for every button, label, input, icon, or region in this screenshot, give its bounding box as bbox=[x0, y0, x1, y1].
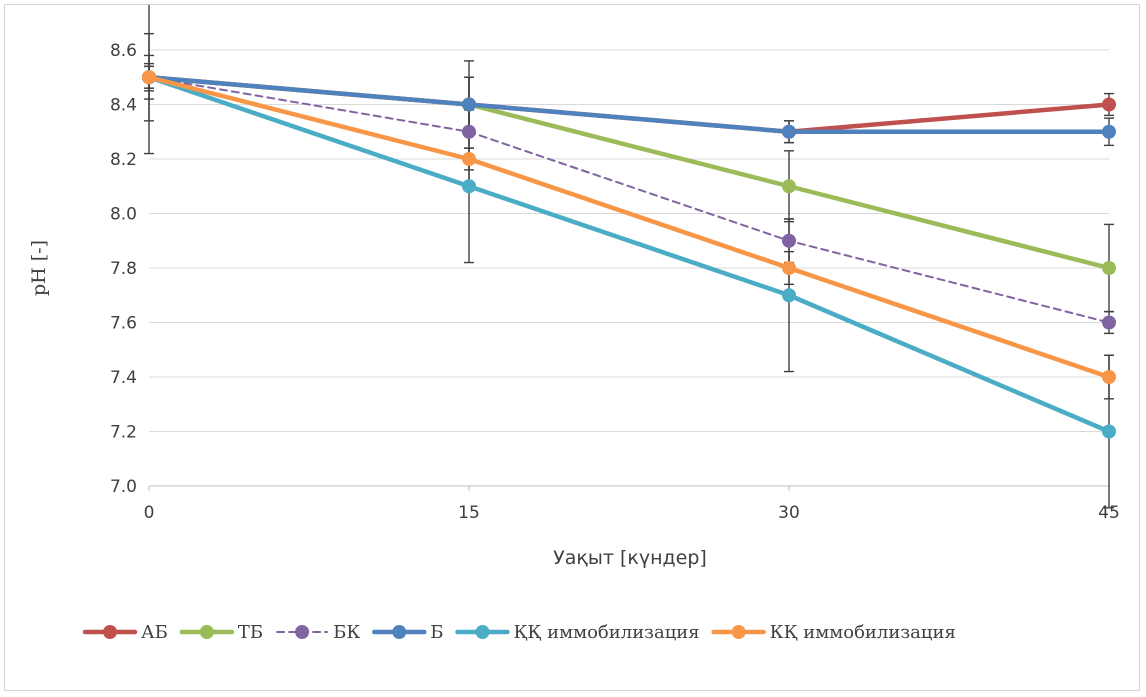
series-line-4 bbox=[146, 75, 1112, 434]
data-point-1 bbox=[1102, 261, 1116, 275]
axes bbox=[148, 485, 1110, 491]
data-point-0 bbox=[1102, 97, 1116, 112]
x-axis-title: Уақыт [күндер] bbox=[553, 547, 707, 569]
y-tick-label: 7.6 bbox=[110, 314, 137, 334]
legend-item: Б bbox=[372, 622, 444, 643]
y-tick-label: 7.0 bbox=[110, 477, 137, 497]
legend-label: ҚҚ иммобилизация bbox=[514, 622, 700, 643]
legend-label: БК bbox=[333, 622, 360, 643]
legend-item: БК bbox=[276, 622, 360, 643]
data-point-5 bbox=[1102, 370, 1116, 384]
data-point-1 bbox=[782, 179, 796, 194]
legend-label: АБ bbox=[141, 622, 168, 643]
x-tick-label: 0 bbox=[144, 503, 155, 523]
legend-item: ТБ bbox=[179, 622, 263, 643]
data-point-4 bbox=[782, 288, 796, 303]
y-tick-label: 8.2 bbox=[110, 150, 137, 170]
y-tick-label: 7.4 bbox=[110, 368, 137, 388]
data-point-4 bbox=[462, 179, 476, 194]
legend-swatch-marker bbox=[199, 625, 214, 639]
data-point-3 bbox=[1102, 124, 1116, 139]
series-line-3 bbox=[146, 75, 1112, 134]
legend-label: КҚ иммобилизация bbox=[770, 622, 956, 643]
legend-label: ТБ bbox=[238, 622, 263, 643]
y-tick-label: 8.6 bbox=[110, 41, 137, 61]
x-tick-label: 15 bbox=[458, 503, 480, 523]
series-line-2 bbox=[148, 76, 1110, 324]
series-markers bbox=[142, 70, 1116, 439]
data-point-5 bbox=[462, 152, 476, 166]
legend-swatch-marker bbox=[295, 625, 310, 639]
data-point-2 bbox=[462, 124, 476, 139]
legend-item: ҚҚ иммобилизация bbox=[455, 622, 700, 643]
series-lines bbox=[146, 75, 1112, 434]
error-bars bbox=[144, 5, 1114, 509]
data-point-3 bbox=[462, 97, 476, 112]
legend-swatch-marker bbox=[475, 625, 490, 639]
legend-item: АБ bbox=[82, 622, 168, 643]
x-tick-label: 30 bbox=[778, 503, 800, 523]
y-tick-label: 8.4 bbox=[110, 96, 137, 116]
y-tick-label: 7.2 bbox=[110, 423, 137, 443]
tick-labels: 7.0 7.2 7.4 7.6 7.8 8.0 8.2 8.4 8.6 0 15 30 45 bbox=[110, 41, 1120, 523]
series-line-5 bbox=[146, 75, 1112, 380]
y-tick-label: 7.8 bbox=[110, 259, 137, 279]
legend-item: КҚ иммобилизация bbox=[711, 622, 956, 643]
data-point-4 bbox=[1102, 424, 1116, 439]
chart-frame: 7.0 7.2 7.4 7.6 7.8 8.0 8.2 8.4 8.6 0 15 30 45 Уақыт… bbox=[4, 4, 1140, 691]
y-tick-label: 8.0 bbox=[110, 205, 137, 225]
legend-swatch-marker bbox=[392, 625, 407, 639]
x-tick-label: 45 bbox=[1098, 503, 1120, 523]
y-axis-title: pH [-] bbox=[28, 240, 50, 296]
data-point-3 bbox=[782, 124, 796, 139]
legend-label: Б bbox=[430, 622, 443, 643]
legend-swatch-marker bbox=[103, 625, 117, 639]
legend-swatch-marker bbox=[731, 625, 746, 639]
data-point-2 bbox=[1102, 315, 1116, 330]
data-point-5 bbox=[782, 261, 796, 275]
legend: АБ ТБ БК Б ҚҚ иммобилизация КҚ иммобилизация bbox=[82, 622, 956, 643]
data-point-5 bbox=[142, 70, 156, 85]
data-point-2 bbox=[782, 233, 796, 248]
line-chart: 7.0 7.2 7.4 7.6 7.8 8.0 8.2 8.4 8.6 0 15 30 45 Уақыт… bbox=[28, 5, 1120, 643]
